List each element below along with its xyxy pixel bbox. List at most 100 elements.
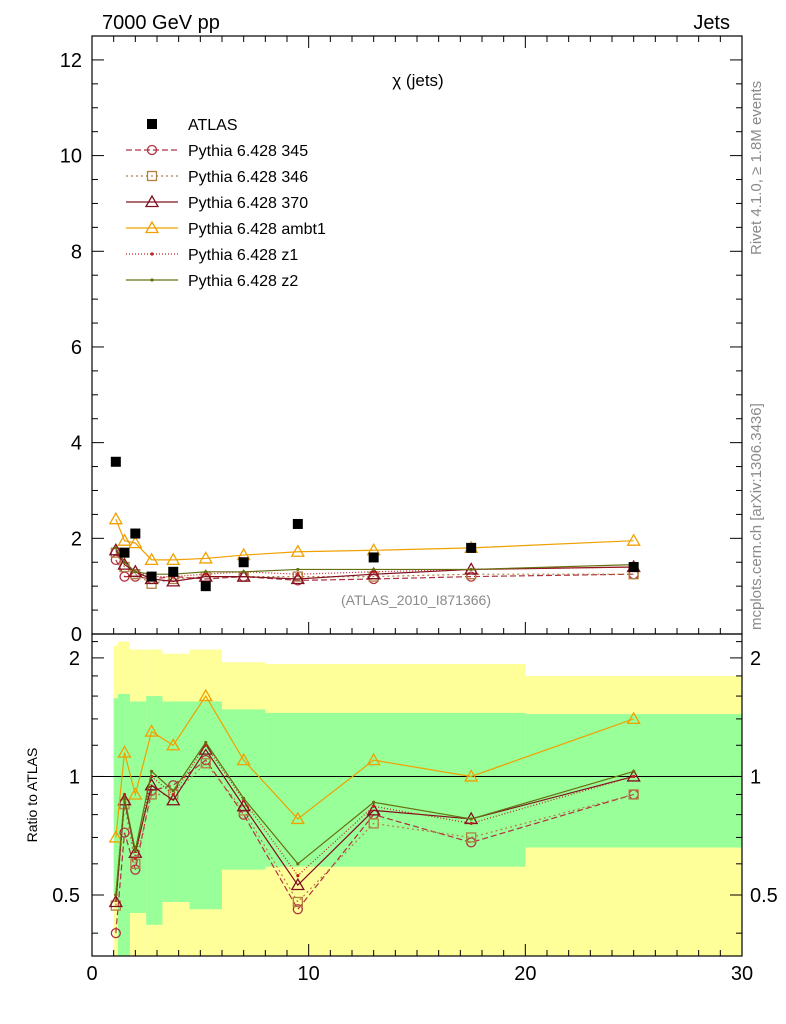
band-inner-5 bbox=[189, 701, 222, 910]
band-inner-4 bbox=[162, 701, 190, 902]
ratio-series-0-point-2 bbox=[130, 864, 141, 875]
main-series-2-point-7 bbox=[290, 571, 305, 585]
main-series-2-point-2 bbox=[128, 564, 143, 577]
ratio-series-5-point-0 bbox=[114, 893, 118, 897]
main-series-3-point-5 bbox=[198, 551, 213, 564]
x-tick-label: 30 bbox=[731, 963, 753, 985]
ratio-series-3-point-2 bbox=[128, 787, 143, 800]
main-series-5-point-5 bbox=[204, 570, 208, 574]
x-tick-label: 0 bbox=[86, 963, 97, 985]
legend: ATLAS Pythia 6.428 345 Pythia 6.428 346 Pyt… bbox=[126, 117, 326, 290]
ratio-series-5-point-1 bbox=[122, 796, 127, 800]
legend-marker-5 bbox=[150, 278, 154, 282]
data-point-8 bbox=[368, 552, 379, 563]
main-series-2-point-6 bbox=[236, 569, 251, 582]
main-series-3-point-7 bbox=[290, 544, 305, 557]
ratio-series-1-point-9 bbox=[466, 832, 477, 843]
main-series-4-point-7 bbox=[296, 572, 300, 576]
legend-marker-3 bbox=[144, 220, 160, 234]
legend-label-0: Pythia 6.428 345 bbox=[188, 143, 308, 160]
ratio-series-3-point-1 bbox=[117, 745, 132, 758]
main-series-3-point-2 bbox=[128, 535, 143, 549]
ratio-series-2-point-10 bbox=[626, 769, 641, 782]
ratio-series-4-point-1 bbox=[122, 792, 127, 797]
band-inner-3 bbox=[146, 696, 163, 925]
mcplots-label: mcplots.cern.ch [arXiv:1306.3436] bbox=[748, 403, 765, 630]
ratio-series-5-point-7 bbox=[296, 862, 300, 866]
ratio-series-5-point-10 bbox=[632, 769, 636, 773]
data-point-2 bbox=[130, 528, 141, 539]
band-inner-0 bbox=[113, 698, 118, 895]
main-series-3-point-3 bbox=[144, 552, 159, 565]
y-tick-label: 6 bbox=[71, 337, 82, 359]
ratio-axis-label: Ratio to ATLAS bbox=[24, 748, 40, 843]
ratio-series-3-point-0 bbox=[108, 830, 123, 843]
x-tick-label: 20 bbox=[514, 963, 536, 985]
ratio-tick-label-left: 1 bbox=[69, 766, 80, 788]
legend-marker-0 bbox=[146, 144, 158, 156]
data-point-0 bbox=[110, 456, 121, 467]
y-tick-label: 8 bbox=[71, 241, 82, 263]
header-right-title: Jets bbox=[693, 12, 730, 34]
ratio-uncertainty-bands bbox=[113, 641, 742, 956]
ratio-series-1-point-5 bbox=[200, 758, 211, 769]
ratio-series-5-point-8 bbox=[372, 800, 376, 804]
main-series-3-point-10 bbox=[626, 533, 641, 546]
x-tick-label: 10 bbox=[298, 963, 320, 985]
ratio-series-0-point-1 bbox=[119, 827, 130, 838]
main-series-3-point-1 bbox=[117, 533, 132, 546]
main-series-5-point-1 bbox=[122, 560, 127, 564]
main-plot bbox=[108, 456, 641, 592]
ratio-series-3-point-8 bbox=[366, 752, 381, 766]
legend-marker-2 bbox=[144, 194, 160, 208]
data-point-4 bbox=[168, 566, 179, 577]
ratio-series-4-point-10 bbox=[632, 774, 636, 779]
ratio-series-2-point-5 bbox=[198, 742, 213, 755]
ratio-series-2-point-7 bbox=[290, 877, 305, 891]
y-tick-label: 2 bbox=[71, 528, 82, 550]
ratio-series-1-point-7 bbox=[292, 896, 303, 908]
main-series-5-point-7 bbox=[296, 567, 300, 572]
ratio-series-line-1 bbox=[115, 762, 634, 906]
data-point-6 bbox=[238, 557, 249, 568]
main-series-2-point-1 bbox=[117, 557, 132, 570]
ratio-series-0-point-7 bbox=[292, 904, 303, 915]
main-series-5-point-2 bbox=[133, 570, 137, 574]
ratio-tick-label-left: 0.5 bbox=[52, 885, 80, 907]
band-inner-2 bbox=[129, 701, 147, 914]
ratio-series-line-3 bbox=[115, 694, 634, 838]
ratio-series-2-point-4 bbox=[166, 792, 181, 806]
legend-label-5: Pythia 6.428 z2 bbox=[188, 273, 298, 290]
data-point-7 bbox=[292, 518, 303, 529]
ratio-series-1-point-10 bbox=[628, 789, 639, 800]
ratio-series-0-point-0 bbox=[110, 928, 121, 939]
ratio-series-1-point-8 bbox=[368, 818, 379, 829]
ratio-tick-label-left: 2 bbox=[69, 648, 80, 670]
ratio-series-4-point-7 bbox=[296, 874, 300, 878]
ratio-series-5-point-9 bbox=[469, 817, 473, 821]
legend-marker-1 bbox=[146, 170, 158, 182]
main-series-2-point-9 bbox=[464, 562, 479, 575]
ratio-series-4-point-9 bbox=[469, 821, 473, 825]
main-series-2-point-5 bbox=[198, 569, 213, 582]
main-series-3-point-4 bbox=[166, 552, 181, 565]
legend-label-4: Pythia 6.428 z1 bbox=[188, 247, 298, 264]
y-tick-label: 0 bbox=[71, 624, 82, 646]
y-tick-label: 12 bbox=[60, 50, 82, 72]
chart-title: χ (jets) bbox=[392, 71, 443, 90]
ratio-series-2-point-0 bbox=[108, 894, 123, 908]
analysis-tag: (ATLAS_2010_I871366) bbox=[341, 592, 491, 608]
main-series-2-point-0 bbox=[108, 542, 123, 556]
y-tick-label: 4 bbox=[71, 433, 82, 455]
ratio-series-3-point-9 bbox=[464, 769, 479, 782]
legend-marker-4 bbox=[150, 252, 154, 256]
ratio-plot-frame bbox=[91, 633, 743, 957]
data-point-1 bbox=[119, 547, 130, 558]
ratio-series-2-point-8 bbox=[366, 803, 381, 816]
main-series-5-point-0 bbox=[114, 546, 118, 550]
data-point-3 bbox=[146, 571, 157, 582]
main-series-2-point-8 bbox=[366, 566, 381, 580]
main-series-5-point-9 bbox=[469, 567, 473, 572]
